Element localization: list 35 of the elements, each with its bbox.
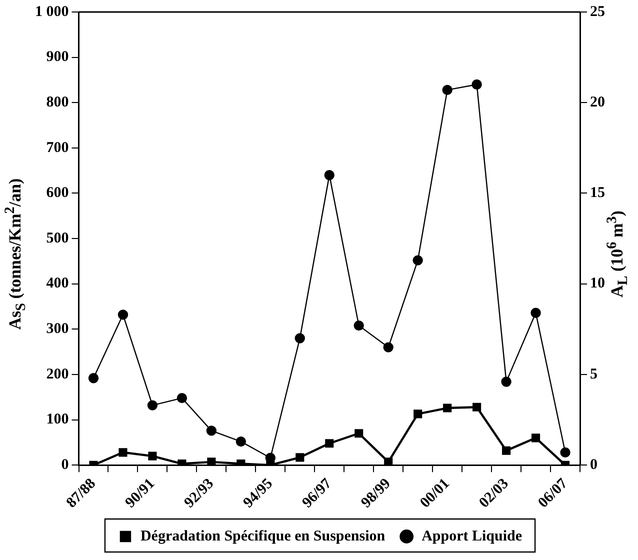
- point: [147, 400, 158, 410]
- point: [530, 308, 541, 318]
- point: [206, 426, 217, 436]
- legend-label: Apport Liquide: [422, 528, 522, 544]
- y-tick-label: 200: [46, 366, 69, 382]
- y2-tick-label: 5: [590, 366, 598, 382]
- y2-tick-label: 15: [590, 185, 605, 202]
- point: [383, 342, 394, 352]
- point: [412, 255, 423, 266]
- y-tick-label: 100: [46, 412, 69, 428]
- y-tick-label: 300: [46, 321, 69, 338]
- point: [560, 447, 570, 458]
- point: [236, 436, 246, 447]
- y2-tick-label: 0: [590, 456, 598, 473]
- y-tick-label: 500: [46, 230, 69, 246]
- y2-tick-label: 25: [590, 4, 605, 20]
- point: [442, 84, 452, 96]
- point: [118, 310, 128, 320]
- y2-tick-label: 20: [590, 94, 605, 110]
- point: [501, 376, 512, 387]
- y2-tick-label: 10: [590, 276, 605, 292]
- y-tick-label: 700: [46, 140, 69, 156]
- y-tick-label: 0: [61, 456, 69, 473]
- y-tick-label: 800: [46, 94, 69, 110]
- point: [354, 320, 364, 331]
- legend-label: Dégradation Spécifique en Suspension: [140, 528, 386, 544]
- point: [88, 373, 99, 384]
- point: [472, 79, 482, 90]
- point: [176, 392, 188, 404]
- point: [294, 333, 305, 344]
- y-tick-label: 600: [46, 185, 69, 202]
- y-tick-label: 1 000: [35, 4, 69, 20]
- y-tick-label: 900: [46, 49, 69, 66]
- point: [324, 170, 334, 180]
- y-tick-label: 400: [46, 276, 69, 292]
